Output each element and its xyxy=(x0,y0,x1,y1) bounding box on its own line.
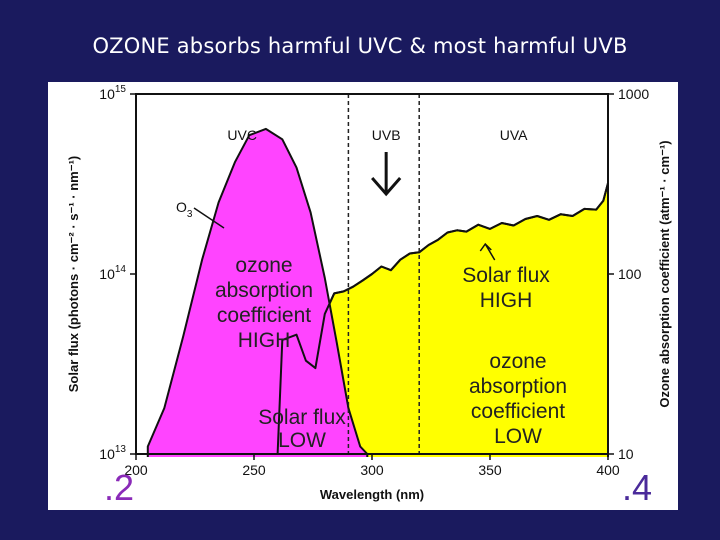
y-right-axis-label: Ozone absorption coefficient (atm⁻¹ · cm… xyxy=(657,140,672,407)
y-left-axis-label: Solar flux (photons · cm⁻² · s⁻¹ · nm⁻¹) xyxy=(66,156,81,393)
ozone-chart: 200 250 300 350 400 Wavelength (nm) 1013 1014 10… xyxy=(66,84,672,508)
solar-uva-line-1: Solar flux xyxy=(462,264,550,287)
y-left-tick-label-14: 1014 xyxy=(99,264,126,282)
y-left-tick-label-13: 1013 xyxy=(99,444,126,462)
solar-high-leader-arrow xyxy=(479,242,496,261)
ozone-uvc-line-2: absorption xyxy=(215,279,313,302)
x-tick-label-200: 200 xyxy=(124,462,148,478)
x-tick-label-350: 350 xyxy=(478,462,502,478)
solar-uva-line-2: HIGH xyxy=(480,289,533,312)
band-label-uvc: UVC xyxy=(227,127,257,143)
solar-uvc-line-2: LOW xyxy=(278,429,326,452)
slide-title: OZONE absorbs harmful UVC & most harmful… xyxy=(92,34,628,58)
x-tick-label-400: 400 xyxy=(596,462,620,478)
y-right-tick-label-100: 100 xyxy=(618,266,642,282)
y-right-tick-label-10: 10 xyxy=(618,446,634,462)
band-label-uvb: UVB xyxy=(372,127,401,143)
ozone-uvc-line-1: ozone xyxy=(235,254,292,277)
ozone-uva-line-3: coefficient xyxy=(471,400,565,423)
ozone-uvc-line-4: HIGH xyxy=(238,329,291,352)
ozone-uvc-line-3: coefficient xyxy=(217,304,311,327)
o3-series-label: O3 xyxy=(176,199,193,220)
ozone-uva-line-1: ozone xyxy=(489,350,546,373)
x-axis-label: Wavelength (nm) xyxy=(320,487,424,502)
corner-label-right: .4 xyxy=(622,467,652,508)
solar-flux-line xyxy=(254,182,609,455)
o3-leader-line xyxy=(193,207,225,229)
ozone-uva-line-4: LOW xyxy=(494,425,542,448)
ozone-uva-line-2: absorption xyxy=(469,375,567,398)
x-tick-label-250: 250 xyxy=(242,462,266,478)
y-left-tick-label-15: 1015 xyxy=(99,84,126,102)
ozone-chart-figure: 200 250 300 350 400 Wavelength (nm) 1013 1014 10… xyxy=(48,82,678,510)
uvb-down-arrow-icon xyxy=(371,152,402,197)
x-tick-label-300: 300 xyxy=(360,462,384,478)
y-right-tick-label-1000: 1000 xyxy=(618,86,649,102)
corner-label-left: .2 xyxy=(104,467,134,508)
solar-uvc-line-1: Solar flux xyxy=(258,406,346,429)
band-label-uva: UVA xyxy=(500,127,528,143)
ozone-absorption-area xyxy=(146,127,369,457)
